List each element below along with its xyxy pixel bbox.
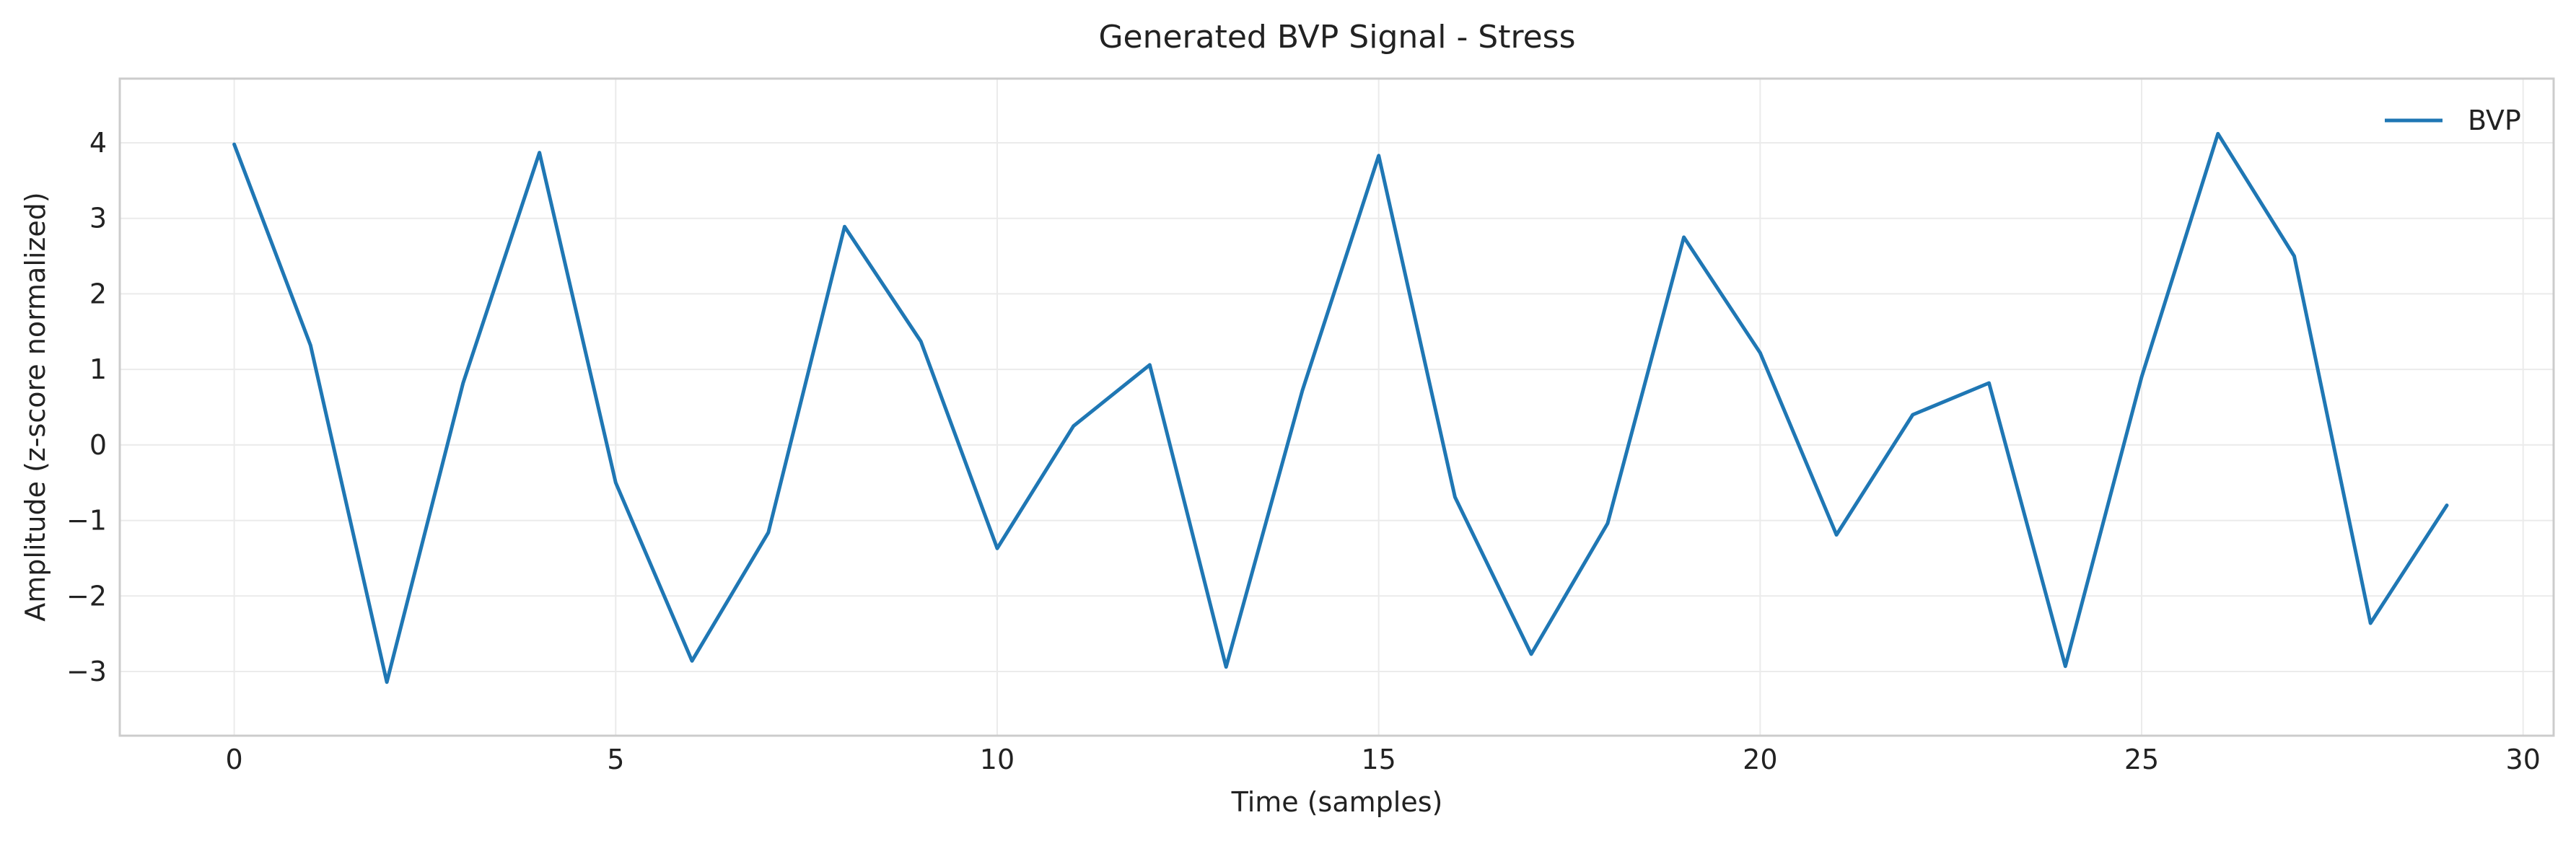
y-tick-label: −3 — [66, 656, 107, 687]
x-tick-label: 30 — [2506, 744, 2541, 775]
y-tick-label: −1 — [66, 505, 107, 537]
chart-title: Generated BVP Signal - Stress — [1098, 19, 1575, 56]
x-axis-label: Time (samples) — [1231, 786, 1443, 818]
y-tick-label: 2 — [89, 278, 107, 309]
grid-lines — [120, 79, 2554, 736]
y-tick-label: 4 — [89, 127, 107, 159]
x-tick-labels: 0 5 10 15 20 25 30 — [226, 744, 2541, 775]
plot-area — [118, 77, 2555, 737]
x-tick-label: 20 — [1743, 744, 1777, 775]
x-tick-label: 0 — [226, 744, 243, 775]
x-tick-label: 5 — [607, 744, 624, 775]
series-line-bvp — [232, 131, 2449, 684]
x-tick-label: 25 — [2124, 744, 2159, 775]
y-tick-label: 0 — [89, 429, 107, 461]
y-tick-label: 1 — [89, 353, 107, 385]
y-tick-label: 3 — [89, 203, 107, 234]
y-tick-labels: −3 −2 −1 0 1 2 3 4 — [66, 127, 107, 687]
x-tick-label: 10 — [980, 744, 1015, 775]
y-axis-label: Amplitude (z-score normalized) — [19, 192, 51, 621]
series-layer — [232, 131, 2449, 684]
x-tick-label: 15 — [1361, 744, 1396, 775]
legend: BVP — [2385, 105, 2521, 136]
legend-label-bvp: BVP — [2468, 105, 2521, 136]
y-tick-label: −2 — [66, 580, 107, 612]
